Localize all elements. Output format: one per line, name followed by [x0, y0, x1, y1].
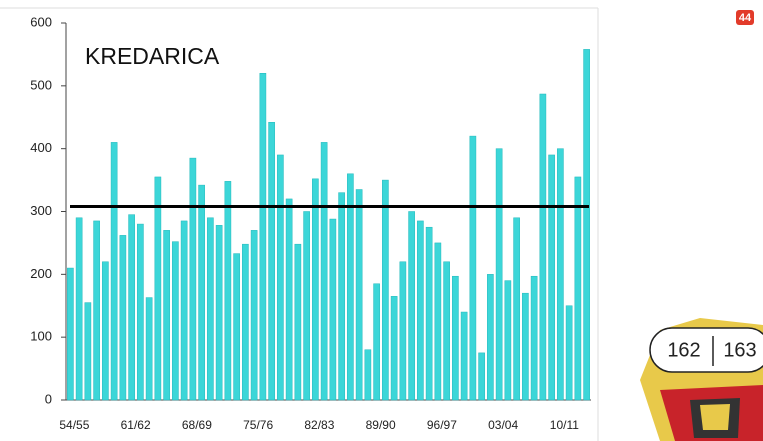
page-number: 163	[723, 339, 756, 361]
bar	[452, 275, 459, 401]
bar	[417, 220, 424, 401]
bar	[215, 225, 223, 401]
bar	[329, 218, 337, 401]
bar	[75, 217, 83, 401]
bar	[443, 261, 450, 401]
chart-title: KREDARICA	[85, 43, 220, 69]
y-tick-label: 600	[30, 14, 52, 29]
bar	[242, 243, 249, 401]
bar	[250, 230, 258, 401]
page-number: 162	[667, 339, 700, 361]
bar	[347, 173, 354, 401]
y-tick-label: 100	[30, 329, 52, 344]
bar	[355, 189, 363, 401]
bar	[548, 154, 555, 401]
bar	[259, 73, 267, 401]
x-tick-label: 54/55	[59, 418, 89, 432]
bar	[172, 241, 179, 401]
bar	[277, 154, 284, 401]
x-tick-label: 03/04	[488, 418, 518, 432]
x-tick-label: 82/83	[304, 418, 334, 432]
bar	[487, 274, 494, 401]
bar	[504, 280, 512, 401]
bar	[495, 148, 503, 401]
x-tick-label: 75/76	[243, 418, 273, 432]
bar	[557, 148, 564, 401]
badge-box	[736, 10, 754, 25]
bar	[67, 267, 74, 401]
bar	[198, 184, 205, 401]
bar	[312, 178, 319, 401]
bar	[189, 157, 197, 401]
x-tick-label: 68/69	[182, 418, 212, 432]
x-tick-label: 96/97	[427, 418, 457, 432]
x-tick-label: 10/11	[550, 418, 579, 432]
bar	[84, 302, 92, 401]
badge: 44	[739, 12, 752, 24]
bar	[338, 192, 345, 401]
bar	[513, 217, 520, 401]
bar	[163, 230, 170, 401]
bar	[522, 292, 529, 401]
bar	[530, 275, 538, 401]
bar	[320, 142, 328, 401]
bar	[425, 226, 433, 401]
bar	[180, 220, 188, 401]
bar	[145, 297, 153, 401]
y-tick-label: 200	[30, 266, 52, 281]
bar	[268, 122, 275, 401]
bar	[574, 176, 582, 401]
y-tick-label: 400	[30, 140, 52, 155]
bar	[469, 135, 477, 401]
x-tick-label: 61/62	[121, 418, 151, 432]
bar	[303, 211, 310, 401]
bar	[154, 176, 162, 401]
bar	[408, 211, 415, 401]
bar	[434, 242, 442, 401]
bar	[373, 283, 380, 401]
bar	[93, 220, 100, 401]
bar	[207, 217, 214, 401]
y-tick-label: 0	[45, 391, 52, 406]
y-tick-label: 300	[30, 203, 52, 218]
bar	[390, 296, 398, 401]
bar	[478, 352, 485, 401]
bar	[294, 243, 302, 401]
bar	[583, 49, 590, 401]
x-tick-label: 89/90	[366, 418, 396, 432]
bar	[119, 235, 127, 401]
bar	[460, 311, 468, 401]
bar	[285, 198, 293, 401]
bar	[110, 142, 118, 401]
bar	[137, 223, 144, 401]
y-tick-label: 500	[30, 77, 52, 92]
bar	[382, 179, 389, 401]
bar	[224, 181, 232, 401]
bar	[399, 261, 407, 401]
bar	[539, 93, 547, 401]
bar	[102, 261, 109, 401]
page-number-box	[649, 327, 763, 373]
bar	[233, 253, 240, 401]
bar	[128, 214, 135, 401]
bar	[565, 305, 573, 401]
bar	[364, 349, 372, 401]
